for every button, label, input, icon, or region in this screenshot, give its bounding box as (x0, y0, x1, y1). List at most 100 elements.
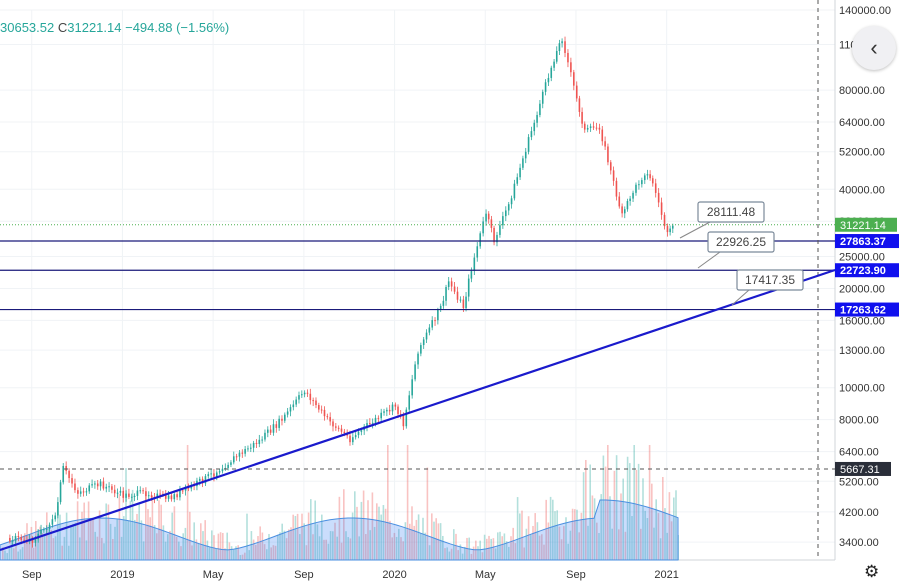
candle-body (232, 456, 235, 463)
volume-bar (492, 538, 495, 560)
volume-bar (248, 550, 250, 560)
volume-bar (215, 548, 217, 560)
volume-bar (10, 540, 13, 560)
volume-bar (490, 538, 492, 560)
volume-bar (299, 534, 301, 560)
candle-body (301, 394, 303, 396)
volume-bar (409, 523, 411, 560)
volume-bar (30, 526, 33, 560)
candle-body (612, 170, 615, 181)
volume-bar (303, 523, 305, 560)
x-tick-label: May (475, 569, 496, 581)
volume-bar (349, 538, 352, 560)
volume-bar (523, 547, 525, 560)
candle-body (332, 421, 334, 427)
volume-bar (477, 546, 479, 560)
candle-body (649, 174, 651, 179)
volume-bar (310, 499, 312, 560)
volume-bar (112, 538, 114, 560)
candle-body (267, 429, 269, 433)
candle-body (553, 61, 555, 68)
volume-bar (406, 445, 409, 560)
volume-bar (604, 466, 607, 560)
candle-body (278, 418, 280, 428)
volume-bar (197, 544, 200, 560)
volume-bar (266, 549, 268, 560)
candle-body (17, 535, 20, 538)
candle-body (167, 495, 170, 499)
volume-bar (314, 500, 316, 560)
volume-bar (499, 531, 501, 560)
volume-bar (470, 553, 473, 560)
level-price-label: 17263.62 (840, 305, 886, 317)
candle-body (221, 468, 224, 472)
volume-bar (50, 530, 52, 560)
candle-body (306, 392, 309, 394)
scroll-back-button[interactable]: ‹ (852, 26, 896, 70)
volume-bar (618, 529, 620, 560)
volume-bar (186, 445, 189, 560)
volume-bar (268, 533, 270, 560)
volume-bar (464, 546, 466, 560)
candle-body (99, 481, 102, 487)
volume-bar (593, 498, 596, 560)
candle-body (595, 127, 598, 129)
candle-body (442, 300, 445, 306)
candle-body (181, 490, 184, 492)
candle-body (510, 198, 513, 205)
volume-bar (17, 551, 19, 560)
candle-body (638, 184, 640, 186)
volume-bar (76, 501, 79, 560)
candle-body (238, 452, 241, 457)
volume-bar (175, 537, 178, 560)
candle-body (159, 493, 161, 495)
volume-bar (673, 497, 675, 560)
volume-bar (534, 513, 536, 560)
candle-body (654, 183, 657, 193)
volume-bar (318, 536, 321, 560)
candle-body (264, 432, 266, 440)
candle-body (578, 98, 581, 112)
volume-bar (241, 554, 244, 560)
change-value: −494.88 (125, 20, 173, 35)
volume-bar (560, 539, 563, 560)
volume-bar (582, 472, 585, 560)
volume-bar (547, 522, 550, 560)
crosshair-price-tag (835, 461, 891, 476)
volume-bar (329, 531, 332, 560)
volume-bar (4, 550, 6, 560)
volume-bar (611, 528, 613, 560)
volume-bar (8, 546, 11, 560)
volume-bar (272, 545, 275, 560)
volume-bar (235, 546, 237, 560)
candle-body (11, 540, 14, 542)
volume-bar (296, 513, 299, 560)
candle-body (522, 158, 524, 168)
settings-gear-icon[interactable]: ⚙ (864, 562, 880, 581)
volume-bar (68, 545, 70, 560)
volume-bar (514, 543, 517, 560)
candle-body (632, 192, 634, 199)
candle-body (65, 465, 67, 471)
volume-bar (543, 544, 545, 560)
volume-bar (178, 541, 180, 560)
candle-body (255, 442, 258, 445)
volume-bar (164, 541, 167, 560)
candle-body (651, 178, 654, 184)
volume-bar (431, 513, 433, 560)
candle-body (315, 400, 317, 406)
candle-body (386, 409, 388, 412)
volume-bar (24, 533, 26, 560)
volume-bar (109, 523, 112, 560)
candle-body (111, 486, 113, 490)
volume-bar (96, 536, 99, 560)
candle-body (91, 484, 93, 486)
volume-bar (105, 503, 107, 560)
candle-body (609, 162, 612, 171)
volume-bar (200, 523, 202, 560)
volume-bar (118, 493, 121, 560)
volume-bar (607, 445, 609, 560)
candle-body (261, 439, 263, 441)
candle-body (88, 485, 91, 492)
